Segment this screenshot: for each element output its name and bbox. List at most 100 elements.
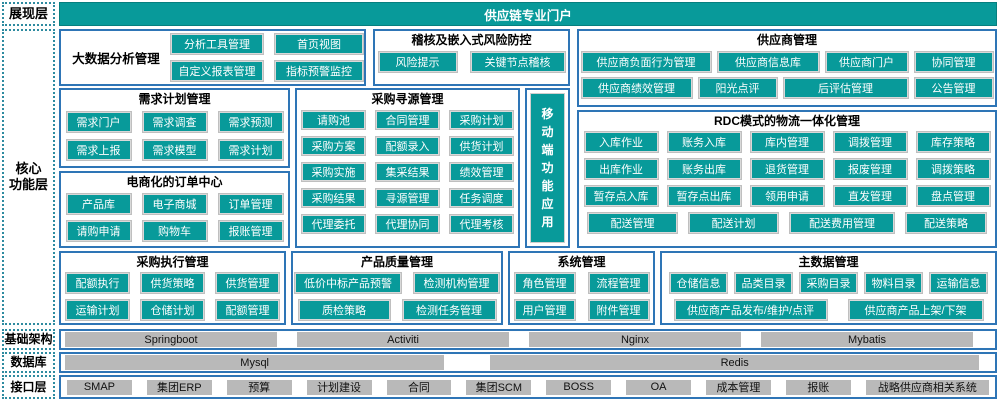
module-chip: 暂存点入库 bbox=[583, 185, 659, 207]
layer-label-text: 功能层 bbox=[8, 177, 48, 192]
module-chip: 配额录入 bbox=[375, 136, 440, 156]
panel-supplier: 供应商管理 供应商负面行为管理 供应商信息库 供应商门户 协同管理 供应商绩效管… bbox=[577, 29, 997, 107]
module-chip: 需求上报 bbox=[65, 139, 132, 161]
panel-title: 产品质量管理 bbox=[360, 255, 433, 269]
module-chip: 供应商门户 bbox=[824, 51, 909, 73]
module-chip: 供应商产品上架/下架 bbox=[847, 299, 984, 321]
module-grid: 分析工具管理 首页视图 自定义报表管理 指标预警监控 bbox=[170, 33, 364, 82]
panel-mobile: 移动端功能应用 bbox=[525, 88, 570, 248]
module-chip: 代理委托 bbox=[301, 214, 366, 234]
module-chip: 分析工具管理 bbox=[170, 33, 264, 55]
portal-title: 供应链专业门户 bbox=[484, 8, 572, 23]
module-chip: 任务调度 bbox=[449, 188, 514, 208]
tech-bar: Mysql bbox=[65, 355, 445, 370]
module-chip: 需求模型 bbox=[141, 139, 208, 161]
module-chip: 需求计划 bbox=[217, 139, 284, 161]
module-chip: 供货策略 bbox=[140, 272, 205, 294]
tech-bar: Redis bbox=[490, 355, 979, 370]
module-chip: 流程管理 bbox=[587, 272, 650, 294]
module-chip: 配额执行 bbox=[65, 272, 130, 294]
panel-sourcing: 采购寻源管理 请购池 合同管理 采购计划 采购方案 配额录入 供货计划 采购实施… bbox=[295, 88, 520, 248]
panel-system: 系统管理 角色管理 流程管理 用户管理 附件管理 bbox=[508, 251, 655, 325]
layer-label-database: 数据库 bbox=[2, 352, 55, 373]
module-chip: 配送计划 bbox=[688, 212, 779, 234]
module-chip: 盘点管理 bbox=[915, 185, 991, 207]
panel-title: 稽核及嵌入式风险防控 bbox=[411, 33, 532, 47]
interface-system-bar: 报账 bbox=[785, 379, 851, 395]
module-chip: 风险提示 bbox=[377, 51, 458, 73]
panel-rdc: RDC模式的物流一体化管理 入库作业 账务入库 库内管理 调拨管理 库存策略 出… bbox=[577, 110, 997, 248]
layer-label-text: 数据库 bbox=[10, 355, 47, 369]
layer-label-text: 展现层 bbox=[8, 5, 48, 21]
panel-audit: 稽核及嵌入式风险防控 风险提示 关键节点稽核 bbox=[373, 29, 570, 86]
module-chip: 库存策略 bbox=[915, 131, 991, 153]
interface-system-bar: 集团ERP bbox=[146, 379, 212, 395]
mobile-module: 移动端功能应用 bbox=[530, 93, 565, 243]
module-chip: 产品库 bbox=[65, 193, 132, 215]
module-chip: 调拨管理 bbox=[832, 131, 908, 153]
module-chip: 购物车 bbox=[141, 220, 208, 242]
module-chip: 退货管理 bbox=[749, 158, 825, 180]
interface-system-bar: 集团SCM bbox=[466, 379, 532, 395]
interface-system-bar: 战略供应商相关系统 bbox=[865, 379, 990, 395]
module-chip: 指标预警监控 bbox=[274, 60, 364, 82]
portal-header: 供应链专业门户 bbox=[59, 2, 997, 26]
module-chip: 运输信息 bbox=[929, 272, 988, 294]
layer-label-interface: 接口层 bbox=[2, 375, 55, 399]
panel-order: 电商化的订单中心 产品库 电子商城 订单管理 请购申请 购物车 报账管理 bbox=[59, 171, 290, 248]
module-chip: 供应商绩效管理 bbox=[580, 77, 693, 99]
panel-master: 主数据管理 仓储信息 品类目录 采购目录 物料目录 运输信息 供应商产品发布/维… bbox=[660, 251, 997, 325]
interface-system-bar: OA bbox=[626, 379, 691, 395]
module-chip: 集采结果 bbox=[375, 162, 440, 182]
module-chip: 订单管理 bbox=[217, 193, 284, 215]
module-chip: 入库作业 bbox=[583, 131, 659, 153]
interface-system-bar: 成本管理 bbox=[706, 379, 771, 395]
layer-label-text: 核心 bbox=[15, 160, 42, 176]
module-chip: 供货管理 bbox=[215, 272, 280, 294]
panel-title: 系统管理 bbox=[557, 255, 606, 269]
module-chip: 出库作业 bbox=[583, 158, 659, 180]
layer-label-text: 基础架构 bbox=[4, 332, 53, 346]
module-chip: 采购计划 bbox=[449, 110, 514, 130]
infra-row: Springboot Activiti Nginx Mybatis bbox=[59, 329, 997, 350]
database-row: Mysql Redis bbox=[59, 352, 997, 373]
module-chip: 领用申请 bbox=[749, 185, 825, 207]
tech-bar: Activiti bbox=[297, 332, 509, 347]
module-chip: 采购方案 bbox=[301, 136, 366, 156]
module-chip: 自定义报表管理 bbox=[170, 60, 264, 82]
panel-bigdata: 大数据分析管理 分析工具管理 首页视图 自定义报表管理 指标预警监控 bbox=[59, 29, 366, 86]
module-chip: 寻源管理 bbox=[375, 188, 440, 208]
module-chip: 供应商产品发布/维护/点评 bbox=[673, 299, 828, 321]
panel-title: 采购执行管理 bbox=[136, 255, 209, 269]
module-chip: 用户管理 bbox=[513, 299, 576, 321]
module-chip: 电子商城 bbox=[141, 193, 208, 215]
module-chip: 代理考核 bbox=[449, 214, 514, 234]
panel-demand: 需求计划管理 需求门户 需求调查 需求预测 需求上报 需求模型 需求计划 bbox=[59, 88, 290, 168]
module-chip: 供货计划 bbox=[449, 136, 514, 156]
module-chip: 配送策略 bbox=[905, 212, 987, 234]
module-chip: 供应商负面行为管理 bbox=[580, 51, 712, 73]
panel-exec: 采购执行管理 配额执行 供货策略 供货管理 运输计划 仓储计划 配额管理 bbox=[59, 251, 286, 325]
module-chip: 需求预测 bbox=[217, 111, 284, 133]
panel-title: 供应商管理 bbox=[756, 33, 817, 47]
module-chip: 绩效管理 bbox=[449, 162, 514, 182]
panel-title: 电商化的订单中心 bbox=[126, 175, 223, 189]
module-chip: 库内管理 bbox=[749, 131, 825, 153]
module-chip: 配送管理 bbox=[587, 212, 678, 234]
module-chip: 质检策略 bbox=[297, 299, 391, 321]
module-chip: 账务入库 bbox=[666, 131, 742, 153]
module-chip: 账务出库 bbox=[666, 158, 742, 180]
module-chip: 检测任务管理 bbox=[401, 299, 497, 321]
module-chip: 报账管理 bbox=[217, 220, 284, 242]
interface-system-bar: SMAP bbox=[67, 379, 132, 395]
module-chip: 低价中标产品预警 bbox=[294, 272, 402, 294]
module-chip: 配额管理 bbox=[215, 299, 280, 321]
interface-row: SMAP 集团ERP 预算 计划建设 合同 集团SCM BOSS OA 成本管理… bbox=[59, 375, 997, 399]
layer-label-presentation: 展现层 bbox=[2, 2, 55, 26]
tech-bar: Springboot bbox=[65, 332, 277, 347]
layer-label-core: 核心 功能层 bbox=[2, 29, 55, 325]
interface-system-bar: 计划建设 bbox=[306, 379, 372, 395]
module-chip: 暂存点出库 bbox=[666, 185, 742, 207]
module-chip: 检测机构管理 bbox=[413, 272, 500, 294]
